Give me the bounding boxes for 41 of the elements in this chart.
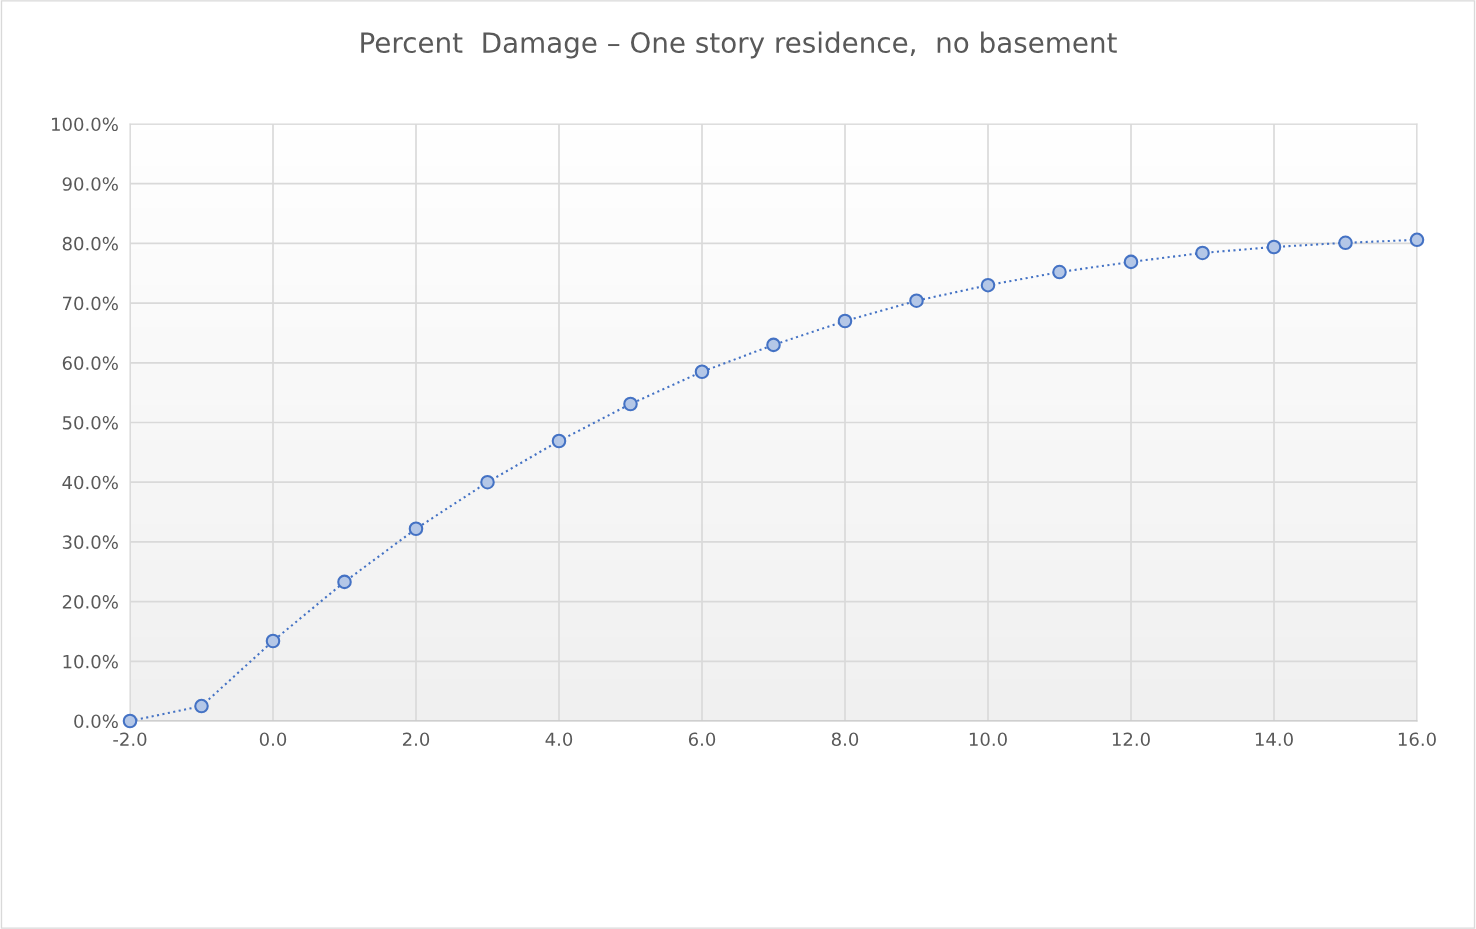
y-tick-label: 20.0% [62, 595, 118, 609]
x-tick-label: 0.0 [259, 732, 287, 747]
point [909, 293, 924, 308]
y-tick-label: 70.0% [63, 296, 118, 311]
y-tick-label: 100.0% [52, 117, 118, 132]
point [337, 574, 352, 590]
point [1338, 235, 1353, 251]
x-tick-label: 12.0 [1112, 732, 1150, 747]
x-tick-label: 8.0 [831, 732, 859, 747]
point [1052, 264, 1067, 280]
y-tick-label: 90.0% [62, 177, 118, 191]
point [837, 313, 853, 329]
x-tick-label: 16.0 [1398, 732, 1436, 747]
x-tick-label: 10.0 [969, 732, 1007, 747]
x-tick-label: 6.0 [688, 732, 716, 747]
point [480, 474, 495, 490]
y-tick-label: 60.0% [62, 356, 118, 370]
point [122, 713, 138, 729]
chart-title: Percent Damage – One story residence, no basement [361, 31, 1117, 59]
point [1266, 239, 1282, 255]
point [551, 433, 567, 449]
y-tick-label: 80.0% [62, 236, 118, 251]
y-tick-label: 50.0% [62, 415, 118, 430]
y-tick-label: 0.0% [74, 714, 118, 729]
y-tick-label: 30.0% [62, 535, 118, 550]
point [694, 364, 710, 380]
point [408, 521, 424, 537]
point [1123, 254, 1139, 270]
x-tick-label: 4.0 [545, 732, 573, 747]
point [1195, 245, 1210, 261]
y-tick-label: 40.0% [62, 475, 118, 490]
point [1409, 232, 1425, 248]
point [265, 633, 281, 649]
point [766, 337, 781, 353]
point [623, 396, 638, 412]
y-tick-label: 10.0% [63, 654, 118, 669]
x-tick-label: -2.0 [113, 732, 147, 747]
x-tick-label: 14.0 [1255, 732, 1293, 747]
point [194, 698, 209, 714]
x-tick-label: 2.0 [402, 732, 430, 747]
point [980, 277, 996, 293]
